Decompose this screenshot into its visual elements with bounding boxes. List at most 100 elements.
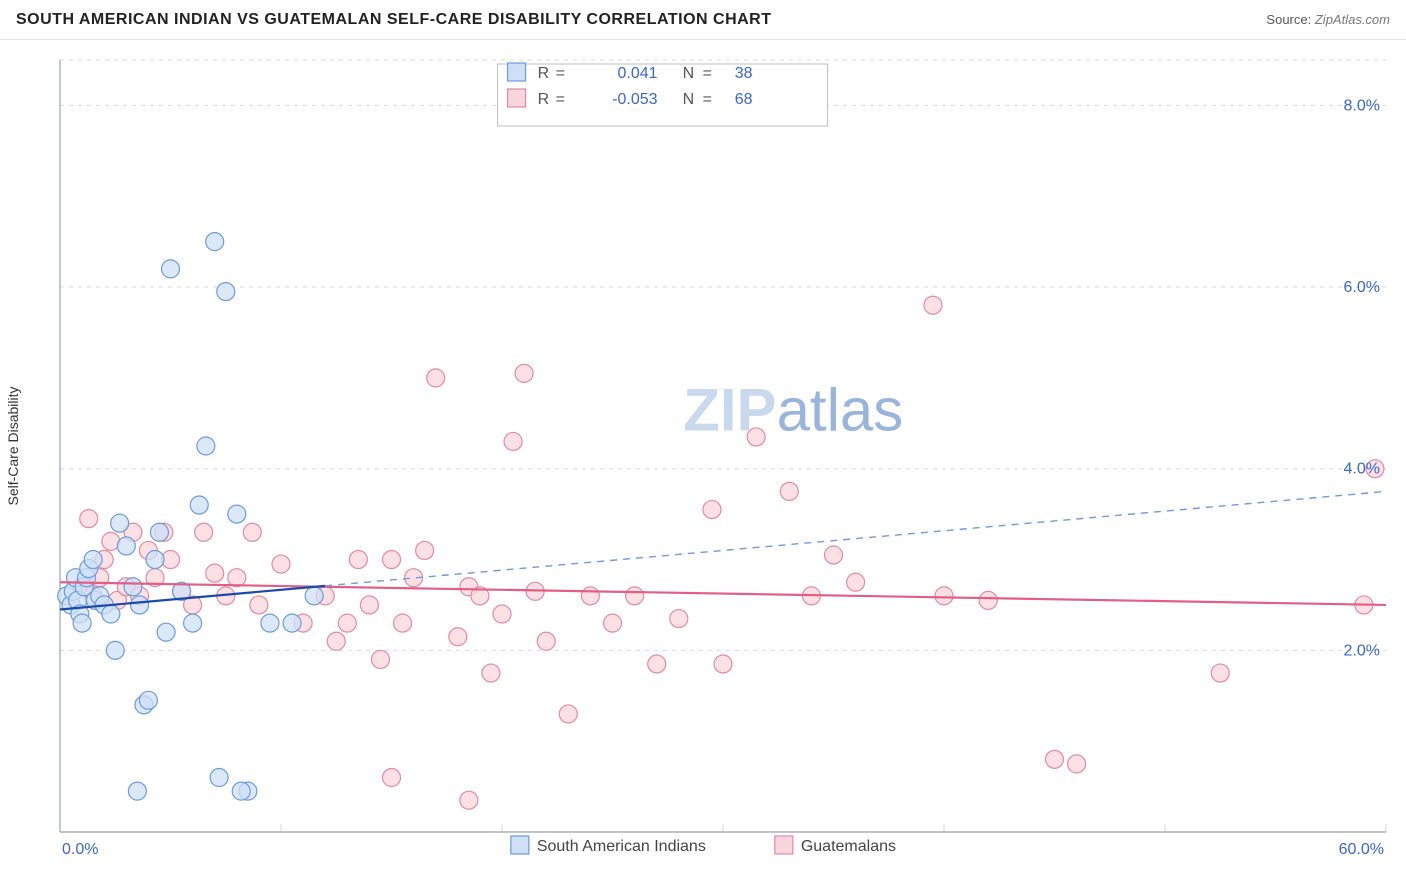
chart-title: SOUTH AMERICAN INDIAN VS GUATEMALAN SELF… (16, 11, 772, 29)
scatter-point (157, 623, 175, 641)
scatter-point (327, 632, 345, 650)
scatter-point (261, 614, 279, 632)
x-tick-label: 0.0% (62, 841, 98, 858)
svg-text:N: N (683, 65, 695, 82)
scatter-point (84, 551, 102, 569)
legend-swatch (511, 836, 529, 854)
scatter-point (283, 614, 301, 632)
scatter-point (206, 564, 224, 582)
scatter-point (371, 650, 389, 668)
correlation-legend: R = 0.041 N = 38 R = -0.053 N = 68 (498, 63, 828, 126)
scatter-point (383, 769, 401, 787)
scatter-point (111, 514, 129, 532)
scatter-point (504, 432, 522, 450)
scatter-point (515, 364, 533, 382)
legend-swatch (775, 836, 793, 854)
scatter-point (449, 628, 467, 646)
chart-page: SOUTH AMERICAN INDIAN VS GUATEMALAN SELF… (0, 0, 1406, 892)
scatter-point (825, 546, 843, 564)
svg-text:=: = (556, 91, 565, 108)
scatter-point (131, 596, 149, 614)
scatter-point (670, 610, 688, 628)
svg-text:=: = (556, 65, 565, 82)
scatter-point (102, 605, 120, 623)
x-tick-label: 60.0% (1339, 841, 1384, 858)
scatter-point (416, 541, 434, 559)
scatter-point (106, 641, 124, 659)
scatter-point (217, 283, 235, 301)
scatter-point (460, 791, 478, 809)
scatter-point (714, 655, 732, 673)
scatter-point (80, 510, 98, 528)
scatter-point (703, 501, 721, 519)
scatter-point (197, 437, 215, 455)
svg-text:38: 38 (735, 65, 753, 82)
y-tick-label: 2.0% (1344, 642, 1380, 659)
scatter-point (648, 655, 666, 673)
scatter-point (243, 523, 261, 541)
scatter-point (626, 587, 644, 605)
scatter-point (1046, 750, 1064, 768)
legend-swatch (508, 89, 526, 107)
svg-text:N: N (683, 91, 695, 108)
scatter-point (190, 496, 208, 514)
scatter-point (1211, 664, 1229, 682)
scatter-point (847, 573, 865, 591)
scatter-point (228, 505, 246, 523)
scatter-point (228, 569, 246, 587)
scatter-point (360, 596, 378, 614)
scatter-point (493, 605, 511, 623)
scatter-point (383, 551, 401, 569)
svg-text:-0.053: -0.053 (612, 91, 657, 108)
scatter-point (117, 537, 135, 555)
scatter-point (747, 428, 765, 446)
scatter-point (1068, 755, 1086, 773)
scatter-point (124, 578, 142, 596)
svg-text:ZIPatlas: ZIPatlas (683, 377, 903, 444)
svg-text:=: = (703, 91, 712, 108)
scatter-point (394, 614, 412, 632)
source-label: Source: (1266, 12, 1311, 27)
scatter-point (537, 632, 555, 650)
legend-label: South American Indians (537, 838, 706, 855)
scatter-point (935, 587, 953, 605)
title-bar: SOUTH AMERICAN INDIAN VS GUATEMALAN SELF… (0, 0, 1406, 40)
scatter-point (979, 591, 997, 609)
y-tick-label: 4.0% (1344, 461, 1380, 478)
y-axis-title: Self-Care Disability (5, 386, 21, 505)
scatter-point (305, 587, 323, 605)
scatter-point (206, 233, 224, 251)
plot-area: ZIPatlas 2.0% 4.0% 6.0% 8.0% 0.0% 60.0% Self-Ca… (0, 40, 1406, 892)
svg-text:=: = (703, 65, 712, 82)
scatter-point (184, 614, 202, 632)
scatter-point (162, 260, 180, 278)
scatter-point (210, 769, 228, 787)
scatter-point (581, 587, 599, 605)
y-tick-label: 6.0% (1344, 279, 1380, 296)
scatter-point (338, 614, 356, 632)
scatter-point (427, 369, 445, 387)
scatter-point (604, 614, 622, 632)
scatter-point (250, 596, 268, 614)
scatter-point (146, 551, 164, 569)
scatter-point (139, 691, 157, 709)
scatter-point (73, 614, 91, 632)
svg-text:68: 68 (735, 91, 753, 108)
scatter-point (150, 523, 168, 541)
svg-text:R: R (538, 91, 550, 108)
legend-swatch (508, 63, 526, 81)
source-value: ZipAtlas.com (1315, 12, 1390, 27)
series-legend: South American Indians Guatemalans (511, 836, 896, 855)
scatter-point (482, 664, 500, 682)
y-tick-label: 8.0% (1344, 97, 1380, 114)
svg-text:R: R (538, 65, 550, 82)
scatter-point (272, 555, 290, 573)
scatter-chart-svg: ZIPatlas 2.0% 4.0% 6.0% 8.0% 0.0% 60.0% Self-Ca… (0, 40, 1406, 892)
scatter-point (128, 782, 146, 800)
scatter-point (232, 782, 250, 800)
scatter-point (349, 551, 367, 569)
scatter-point (924, 296, 942, 314)
svg-text:0.041: 0.041 (618, 65, 658, 82)
legend-label: Guatemalans (801, 838, 896, 855)
source-attribution: Source: ZipAtlas.com (1266, 12, 1390, 27)
